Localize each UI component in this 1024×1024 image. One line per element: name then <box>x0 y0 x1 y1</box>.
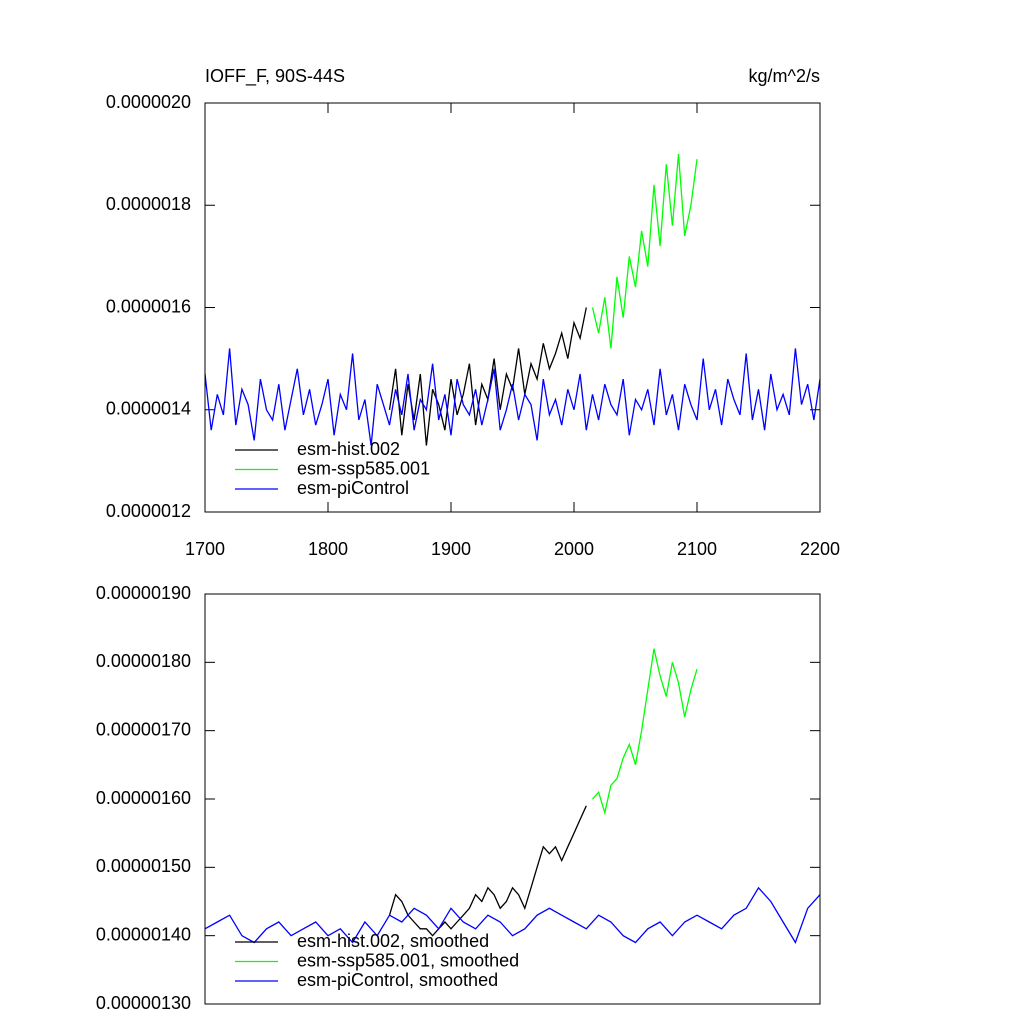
y-tick-label: 0.00000140 <box>96 924 191 944</box>
data-line <box>591 154 698 349</box>
y-tick-label: 0.00000150 <box>96 856 191 876</box>
data-line <box>204 886 821 945</box>
x-tick-label: 2000 <box>554 539 594 559</box>
x-tick-label: 1800 <box>308 539 348 559</box>
legend-label: esm-piControl <box>297 478 409 498</box>
y-tick-label: 0.00000190 <box>96 583 191 603</box>
units-label: kg/m^2/s <box>749 66 820 86</box>
y-tick-label: 0.00000180 <box>96 651 191 671</box>
y-tick-label: 0.0000014 <box>106 399 191 419</box>
y-tick-label: 0.0000018 <box>106 194 191 214</box>
plot-frame <box>204 102 821 513</box>
data-line <box>388 805 587 937</box>
x-tick-label: 1700 <box>185 539 225 559</box>
y-tick-label: 0.0000020 <box>106 92 191 112</box>
y-tick-label: 0.0000012 <box>106 501 191 521</box>
x-tick-label: 1900 <box>431 539 471 559</box>
plot-frame <box>204 593 821 1005</box>
legend-label: esm-hist.002 <box>297 439 400 459</box>
y-tick-label: 0.0000016 <box>106 296 191 316</box>
chart-title: IOFF_F, 90S-44S <box>205 66 345 87</box>
y-tick-label: 0.00000130 <box>96 993 191 1013</box>
y-tick-label: 0.00000160 <box>96 788 191 808</box>
x-tick-label: 2100 <box>677 539 717 559</box>
data-line <box>204 348 821 446</box>
x-tick-label: 2200 <box>800 539 840 559</box>
legend-label: esm-hist.002, smoothed <box>297 931 489 951</box>
legend-label: esm-ssp585.001, smoothed <box>297 950 519 970</box>
data-line <box>592 648 698 816</box>
data-line <box>388 307 587 446</box>
legend-label: esm-piControl, smoothed <box>297 970 498 990</box>
legend-label: esm-ssp585.001 <box>297 458 430 478</box>
y-tick-label: 0.00000170 <box>96 719 191 739</box>
